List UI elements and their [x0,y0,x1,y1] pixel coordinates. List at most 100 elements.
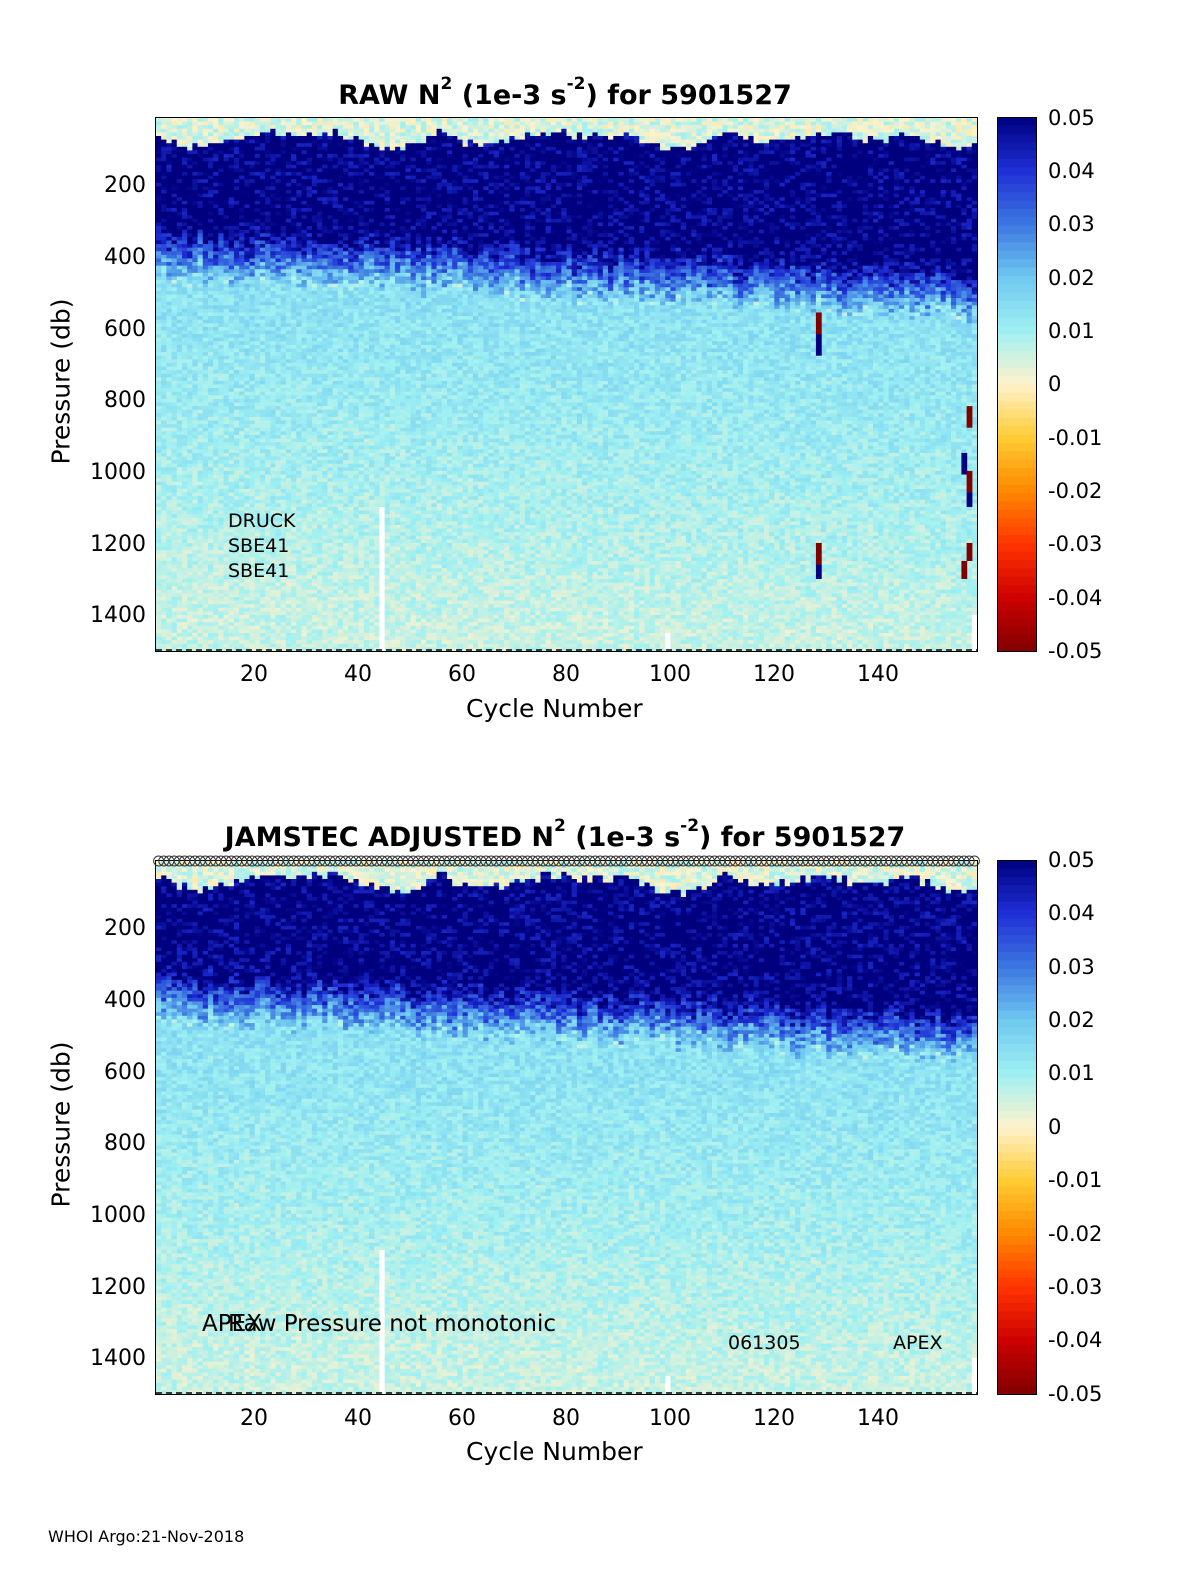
heatmap-cell [161,485,167,490]
heatmap-cell [161,442,167,447]
heatmap-cell [171,305,178,310]
heatmap-cell [166,344,173,350]
heatmap-cell [171,402,178,407]
heatmap-cell [161,550,167,555]
heatmap-cell [171,330,178,335]
heatmap-cells [156,118,977,651]
heatmap-cell [156,172,162,177]
heatmap-cell [166,287,173,292]
heatmap-cell [166,456,173,461]
heatmap-cell [166,262,173,267]
heatmap-cell [171,272,178,278]
heatmap-cell [171,582,178,587]
heatmap-cell [171,632,178,638]
heatmap-cell [161,413,167,418]
heatmap-cell [171,474,178,479]
heatmap-cell [156,420,162,425]
heatmap-cell [171,517,178,522]
heatmap-cell [156,308,162,314]
heatmap-cell [171,362,178,368]
heatmap-cell [166,215,173,220]
heatmap-cell [161,247,167,252]
heatmap-cell [156,535,162,540]
heatmap-cell [166,200,173,206]
heatmap-cell [171,377,178,382]
heatmap-cell [176,164,183,170]
heatmap-cell [171,456,178,461]
heatmap-cell [161,622,167,627]
heatmap-cell [171,398,178,404]
heatmap-cell [166,564,173,569]
heatmap-cell [171,265,178,270]
heatmap-cell [156,146,162,152]
heatmap-cell [171,269,178,274]
heatmap-cell [156,503,162,508]
heatmap-cell [166,366,173,371]
heatmap-cell [166,298,173,303]
heatmap-cell [156,449,162,454]
heatmap-cell [171,211,178,216]
heatmap-cell [156,625,162,630]
heatmap-cell [156,550,162,555]
heatmap-cell [156,632,162,638]
heatmap-cell [156,348,162,353]
heatmap-cell [156,622,162,627]
heatmap-cell [166,553,173,558]
heatmap-cell [171,334,178,339]
heatmap-cell [166,510,173,515]
heatmap-cell [171,359,178,364]
heatmap-cell [161,445,167,450]
heatmap-cell [156,118,162,123]
heatmap-cell [171,614,178,620]
heatmap-cell [156,143,162,148]
heatmap-cell [166,517,173,522]
heatmap-cell [166,334,173,339]
heatmap-cell [166,618,173,623]
heatmap-cell [166,452,173,458]
heatmap-cell [156,456,162,461]
heatmap-cell [171,413,178,418]
heatmap-cell [171,571,178,576]
heatmap-cell [161,643,167,648]
heatmap-cell [166,157,173,162]
heatmap-cell [166,600,173,605]
heatmap-cell [156,542,162,548]
heatmap-cell [166,280,173,285]
heatmap-cell [171,326,178,332]
heatmap-cell [156,582,162,587]
heatmap-cell [156,294,162,299]
heatmap-cell [166,125,173,130]
heatmap-cell [171,136,178,141]
heatmap-cell [161,355,167,360]
heatmap-cell [171,287,178,292]
heatmap-cell [161,143,167,148]
heatmap-cell [161,564,167,569]
heatmap-cell [171,416,178,422]
heatmap-cell [171,510,178,515]
heatmap-cell [171,575,178,580]
heatmap-cell [161,193,167,198]
heatmap-cell [171,463,178,468]
heatmap-cell [166,568,173,573]
heatmap-cell [161,553,167,558]
heatmap-cell [161,218,167,224]
heatmap-cell [156,647,162,651]
heatmap-cell [156,287,162,292]
heatmap-cell [171,218,178,224]
heatmap-cell [166,150,173,155]
heatmap-cell [171,499,178,504]
heatmap-cell [161,427,167,432]
heatmap-cell [161,226,167,231]
heatmap-cell [166,506,173,512]
heatmap-cell [166,593,173,598]
heatmap-cell [161,510,167,515]
heatmap-cell [171,172,178,177]
heatmap-cell [156,596,162,602]
heatmap-cell [171,200,178,206]
heatmap-cell [166,384,173,389]
heatmap-cell [171,578,178,584]
heatmap-cell [161,463,167,468]
heatmap-cell [161,323,167,328]
heatmap-cell [171,524,178,530]
heatmap-cell [156,640,162,645]
